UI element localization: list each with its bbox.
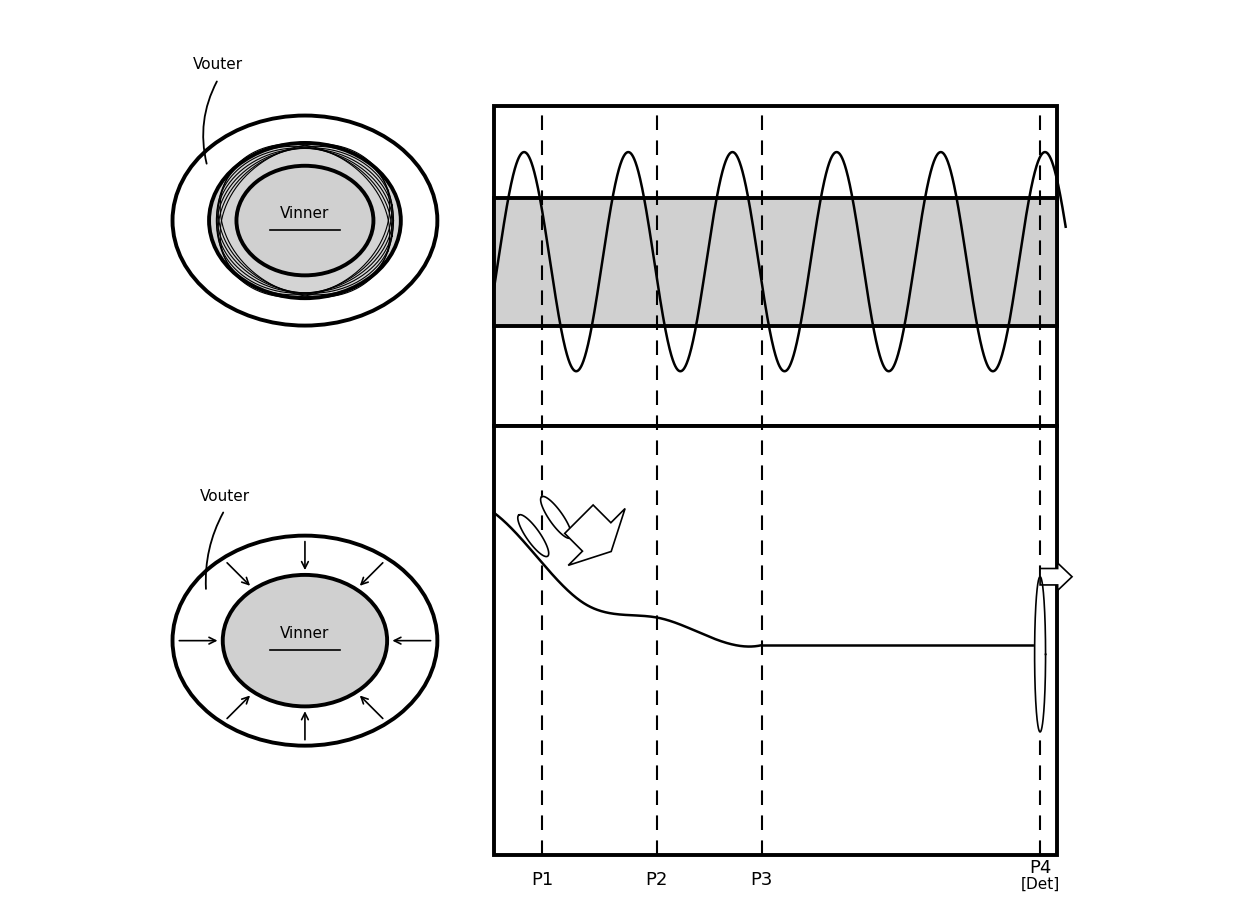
Text: Vouter: Vouter — [200, 488, 249, 504]
Text: P4: P4 — [1029, 859, 1052, 877]
Text: Vinner: Vinner — [280, 206, 330, 221]
Bar — [494, 106, 1056, 426]
Ellipse shape — [237, 166, 373, 276]
Polygon shape — [1034, 577, 1045, 732]
Text: P1: P1 — [531, 871, 553, 889]
Ellipse shape — [172, 536, 438, 746]
Ellipse shape — [210, 143, 401, 299]
Ellipse shape — [223, 575, 387, 706]
Polygon shape — [541, 496, 572, 539]
Text: P2: P2 — [645, 871, 667, 889]
Text: Vinner: Vinner — [280, 626, 330, 641]
Bar — [494, 198, 1056, 325]
Bar — [494, 426, 1056, 856]
Polygon shape — [518, 515, 548, 557]
Polygon shape — [564, 505, 625, 565]
Text: [Det]: [Det] — [1021, 877, 1060, 892]
Polygon shape — [1040, 563, 1073, 591]
Text: P3: P3 — [750, 871, 773, 889]
Text: Vouter: Vouter — [193, 57, 243, 71]
Ellipse shape — [172, 115, 438, 325]
